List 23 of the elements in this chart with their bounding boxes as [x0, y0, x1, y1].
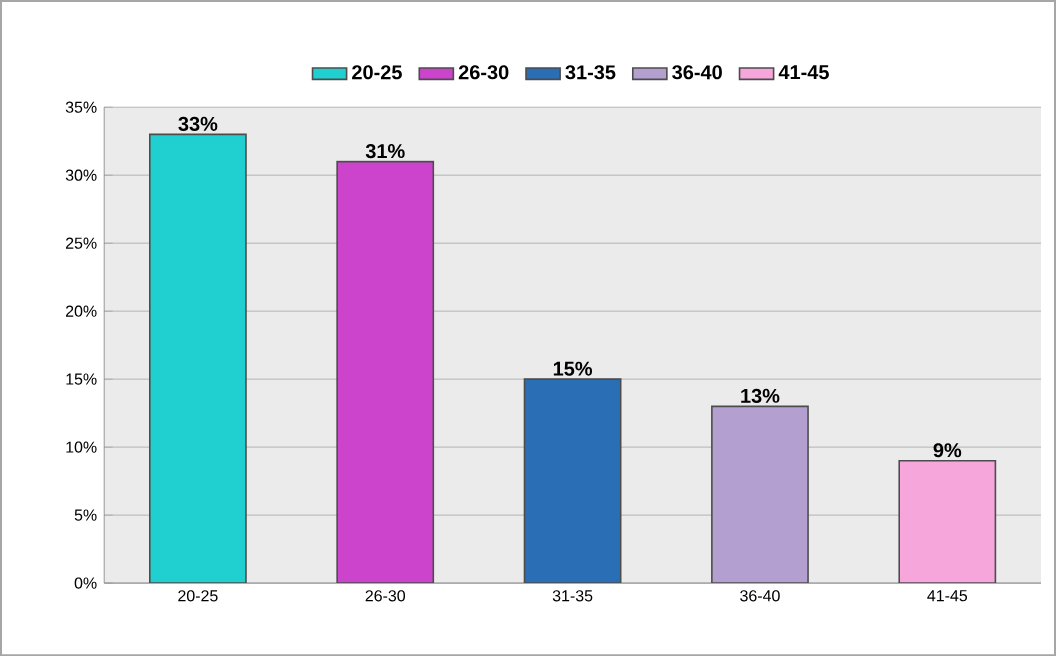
- data-label: 13%: [741, 388, 780, 403]
- legend-label: 36-40: [672, 65, 722, 80]
- legend-label: 31-35: [565, 65, 616, 80]
- x-tick-label: 26-30: [365, 590, 406, 602]
- y-tick-label: 30%: [65, 169, 97, 181]
- y-tick-label: 0%: [74, 577, 97, 589]
- data-label: 31%: [365, 143, 405, 159]
- data-label: 9%: [933, 443, 962, 458]
- y-tick-label: 20%: [66, 305, 97, 317]
- y-tick-label: 15%: [66, 373, 97, 385]
- x-tick-label: 41-45: [927, 590, 968, 602]
- y-tick-label: 25%: [66, 237, 97, 249]
- legend-label: 41-45: [778, 65, 829, 80]
- legend-label: 20-25: [352, 65, 402, 80]
- data-label: 33%: [178, 116, 218, 131]
- x-tick-label: 36-40: [740, 590, 780, 602]
- x-tick-label: 20-25: [178, 590, 218, 602]
- y-tick-label: 10%: [66, 441, 97, 453]
- y-tick-label: 5%: [74, 509, 97, 521]
- x-tick-label: 31-35: [552, 590, 593, 602]
- data-label: 15%: [553, 361, 593, 376]
- legend-label: 26-30: [458, 65, 509, 80]
- y-tick-label: 35%: [65, 101, 97, 113]
